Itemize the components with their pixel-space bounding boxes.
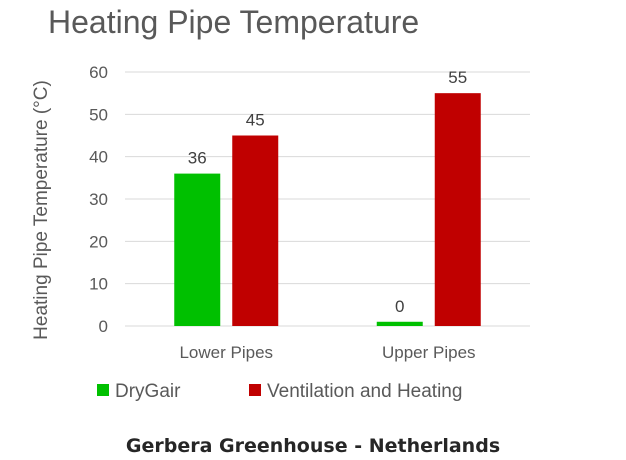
y-tick-label: 30 [89, 190, 108, 209]
chart-caption: Gerbera Greenhouse - Netherlands [126, 435, 500, 457]
data-label: 45 [246, 111, 265, 130]
x-axis-categories: Lower Pipes Upper Pipes [179, 343, 475, 362]
y-tick-label: 0 [99, 317, 108, 336]
y-axis-ticks: 0 10 20 30 40 50 60 [89, 63, 108, 336]
legend-label: DryGair [115, 381, 181, 402]
legend-label: Ventilation and Heating [267, 381, 462, 402]
y-tick-label: 50 [89, 105, 108, 124]
y-tick-label: 20 [89, 232, 108, 251]
chart-title: Heating Pipe Temperature [48, 4, 419, 40]
bar-drygair-lower-pipes [174, 173, 221, 326]
bar-drygair-upper-pipes [376, 321, 423, 326]
y-tick-label: 40 [89, 148, 108, 167]
legend: DryGair Ventilation and Heating [97, 381, 462, 402]
bars [174, 93, 481, 327]
data-labels: 36 45 0 55 [188, 68, 467, 316]
data-label: 55 [448, 68, 467, 87]
legend-swatch [97, 384, 109, 396]
bar-ventilation-and-heating-lower-pipes [232, 135, 279, 326]
y-axis-label: Heating Pipe Temperature (°C) [31, 80, 52, 340]
y-tick-label: 10 [89, 275, 108, 294]
legend-swatch [249, 384, 261, 396]
category-label: Lower Pipes [179, 343, 273, 362]
data-label: 0 [395, 297, 404, 316]
bar-ventilation-and-heating-upper-pipes [434, 93, 481, 327]
y-tick-label: 60 [89, 63, 108, 82]
category-label: Upper Pipes [382, 343, 476, 362]
data-label: 36 [188, 149, 207, 168]
